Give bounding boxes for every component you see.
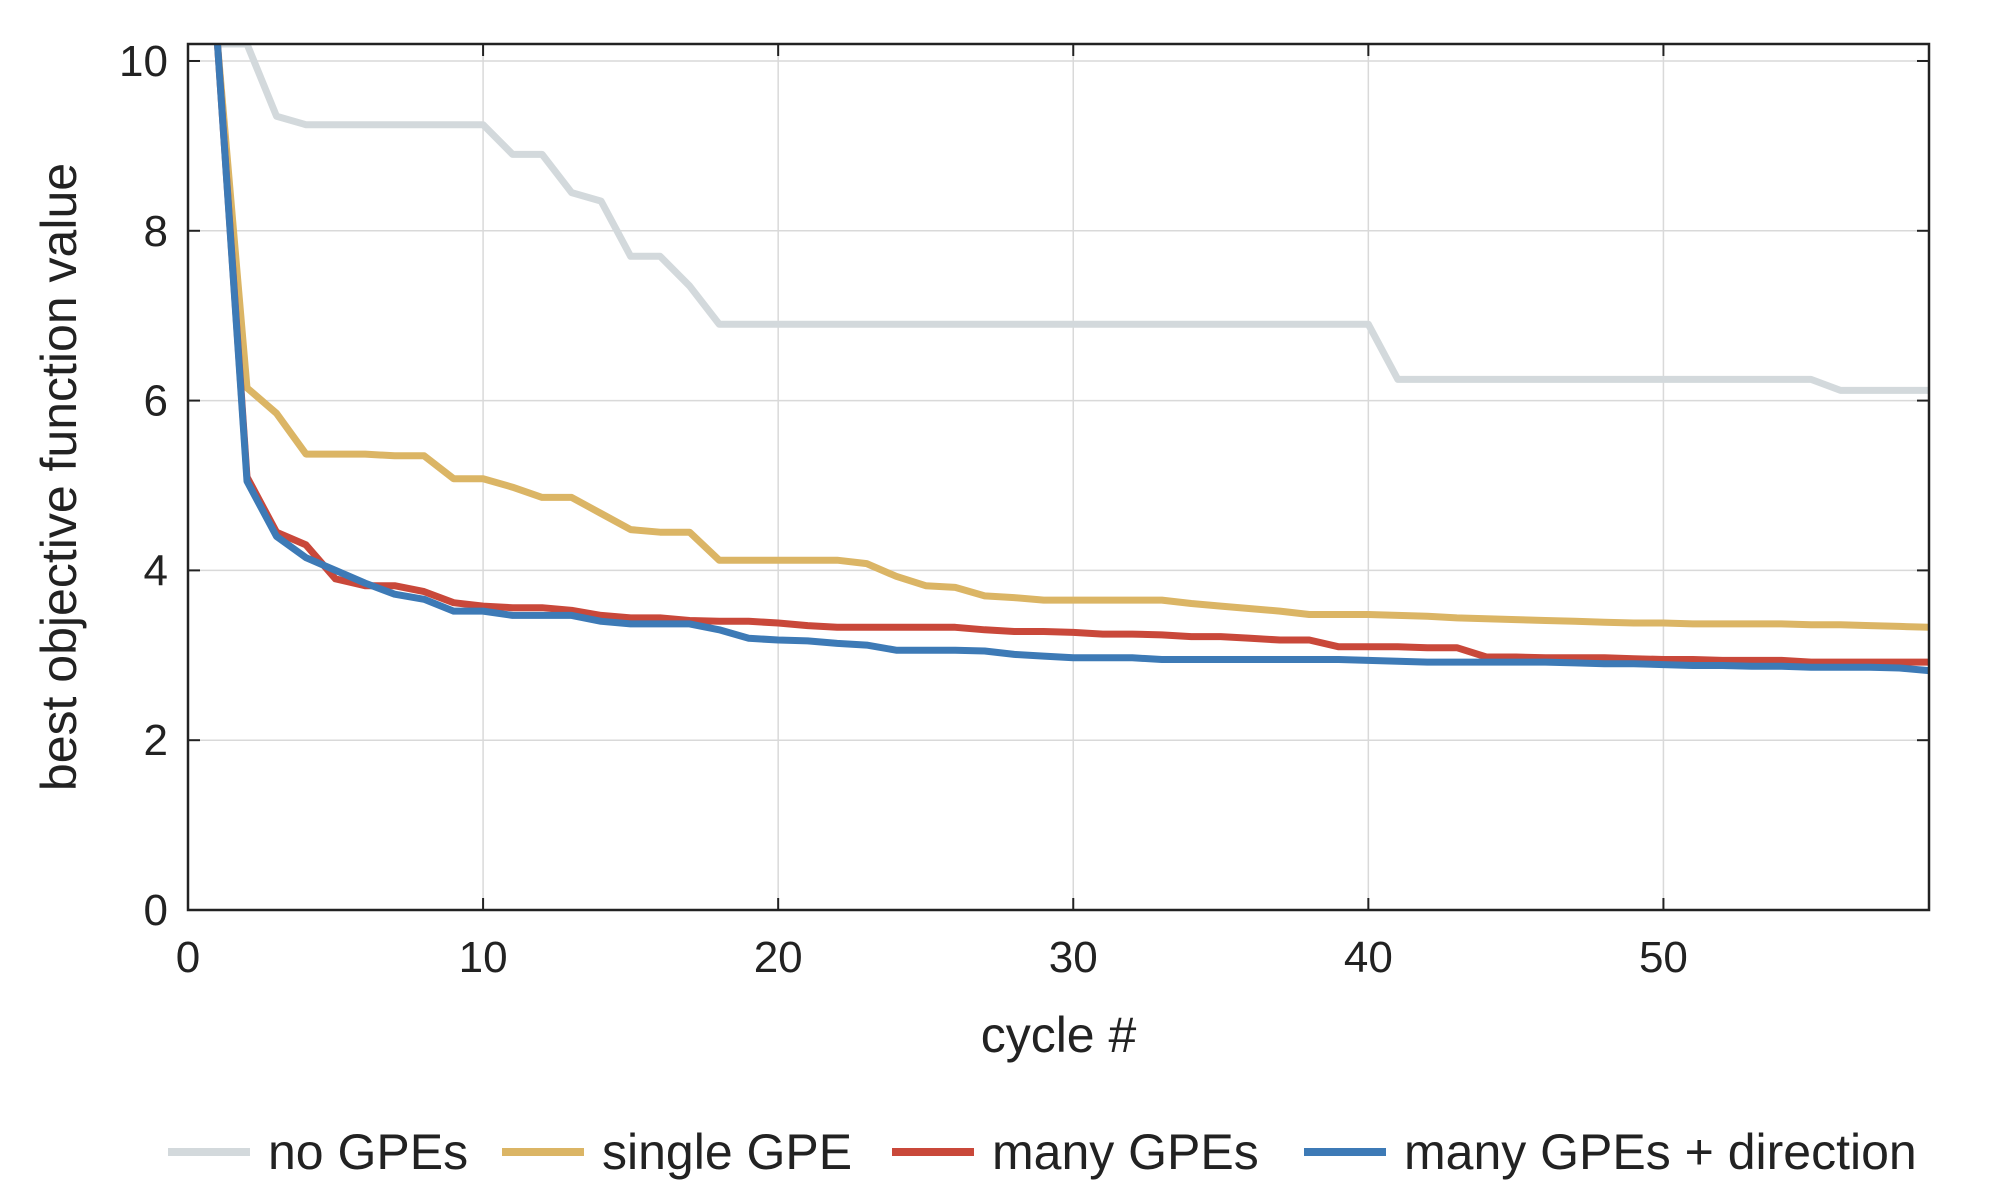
y-tick-label: 8 [144, 207, 168, 256]
x-tick-label: 20 [754, 933, 803, 982]
legend-label: no GPEs [268, 1124, 468, 1180]
y-tick-label: 4 [144, 546, 168, 595]
legend: no GPEs single GPE many GPEs many GPEs + di… [168, 1124, 1917, 1180]
y-tick-label: 10 [119, 37, 168, 86]
series-line-2 [214, 44, 1929, 631]
y-axis-label: best objective function value [31, 163, 87, 791]
plot-series [214, 44, 1929, 675]
x-tick-label: 10 [459, 933, 508, 982]
x-tick-label: 40 [1344, 933, 1393, 982]
x-tick-label: 50 [1639, 933, 1688, 982]
plot-frame [186, 42, 1931, 912]
y-tick-label: 6 [144, 377, 168, 426]
legend-label: single GPE [602, 1124, 852, 1180]
grid-lines [188, 44, 1929, 910]
x-tick-label: 0 [176, 933, 200, 982]
legend-label: many GPEs + direction [1404, 1124, 1917, 1180]
axis-ticks: 0 10 20 30 40 50 0 2 4 6 8 10 [119, 37, 1929, 982]
legend-label: many GPEs [992, 1124, 1259, 1180]
y-tick-label: 0 [144, 886, 168, 935]
series-line-3 [214, 44, 1929, 666]
x-tick-label: 30 [1049, 933, 1098, 982]
x-axis-label: cycle # [981, 1007, 1137, 1063]
series-line-1 [217, 44, 1929, 394]
y-tick-label: 2 [144, 716, 168, 765]
series-line-4 [214, 44, 1929, 675]
